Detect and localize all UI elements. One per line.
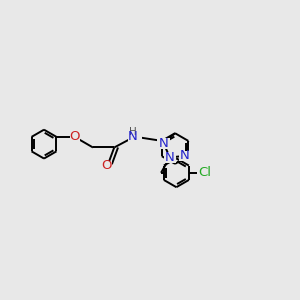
Bar: [101, 161, 112, 170]
Bar: [70, 132, 80, 142]
Bar: [128, 130, 142, 142]
Text: H: H: [129, 127, 136, 137]
Text: N: N: [128, 130, 137, 143]
Text: O: O: [70, 130, 80, 143]
Text: N: N: [159, 137, 169, 150]
Text: N: N: [165, 151, 175, 164]
Text: O: O: [102, 159, 112, 172]
Bar: [179, 151, 191, 161]
Text: Cl: Cl: [198, 166, 211, 179]
Bar: [158, 138, 170, 148]
Text: N: N: [180, 149, 190, 162]
Bar: [197, 168, 212, 178]
Bar: [164, 152, 176, 163]
